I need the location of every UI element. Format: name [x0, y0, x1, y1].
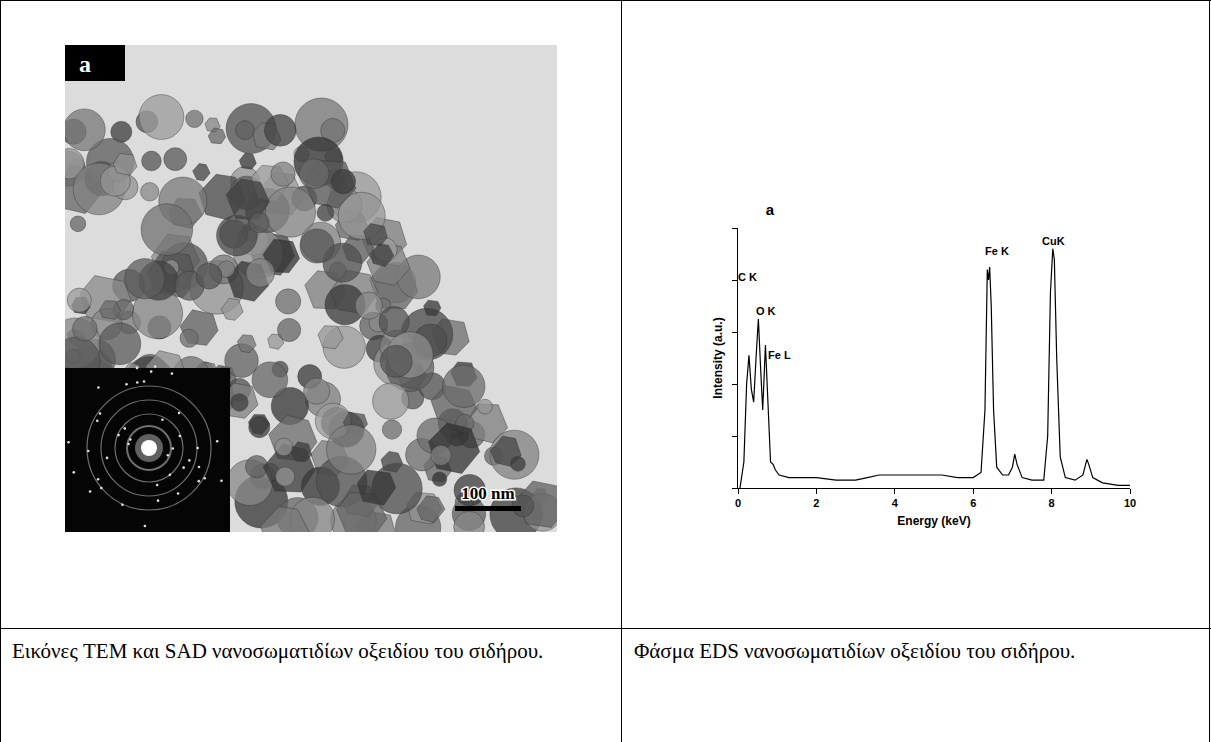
svg-text:8: 8 [1049, 497, 1055, 509]
svg-text:4: 4 [892, 497, 899, 509]
svg-text:O K: O K [756, 305, 776, 317]
svg-text:10: 10 [1124, 497, 1136, 509]
svg-text:a: a [79, 51, 91, 77]
svg-text:Energy (keV): Energy (keV) [897, 514, 970, 528]
svg-text:a: a [766, 201, 775, 218]
svg-text:C K: C K [738, 271, 757, 283]
svg-text:CuK: CuK [1042, 235, 1065, 247]
html-text:Εικόνες TEM και SAD νανοσωματι: Εικόνες TEM και SAD νανοσωματιδίων οξειδ… [12, 639, 544, 663]
svg-text:Fe L: Fe L [768, 349, 791, 361]
svg-text:6: 6 [970, 497, 976, 509]
svg-text:0: 0 [735, 497, 741, 509]
svg-text:Fe K: Fe K [985, 245, 1009, 257]
svg-text:Intensity (a.u.): Intensity (a.u.) [711, 317, 725, 398]
html-text:Φάσμα EDS νανοσωματιδίων οξειδ: Φάσμα EDS νανοσωματιδίων οξειδίου του σι… [634, 639, 1076, 663]
svg-text:100 nm: 100 nm [461, 484, 514, 503]
svg-text:2: 2 [813, 497, 819, 509]
